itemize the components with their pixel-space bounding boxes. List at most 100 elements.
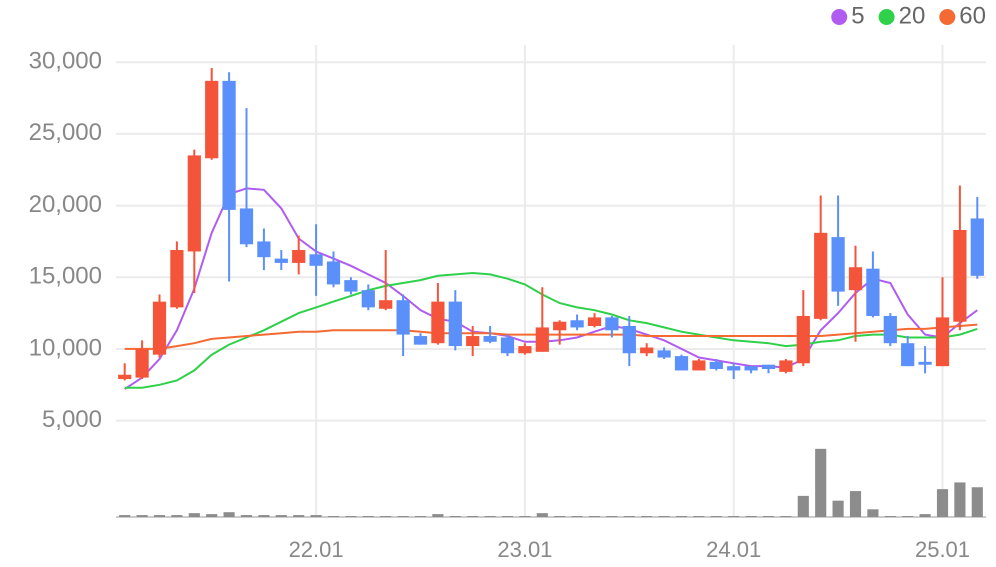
volume-bar: [327, 516, 340, 517]
candle-body: [239, 208, 254, 245]
candle-body: [587, 317, 602, 327]
volume-bar: [536, 513, 548, 517]
candle-body: [170, 250, 184, 308]
y-tick-label: 10,000: [29, 334, 102, 361]
volume-bar: [571, 516, 583, 517]
candle-body: [257, 241, 271, 258]
y-tick-label: 15,000: [29, 263, 102, 290]
candle-body: [814, 232, 828, 319]
candle-body: [848, 267, 863, 291]
candle-body: [187, 155, 201, 252]
candle-body: [831, 237, 845, 292]
volume-bar: [815, 448, 827, 517]
candle-body: [761, 364, 776, 370]
candle-body: [379, 300, 393, 309]
volume-bar: [797, 495, 809, 517]
candle-body: [309, 254, 323, 266]
volume-bar: [641, 516, 653, 517]
legend-marker: [878, 9, 895, 25]
candle-body: [953, 229, 967, 322]
candle-body: [970, 218, 984, 276]
volume-bar: [658, 516, 670, 517]
candle-body: [570, 320, 584, 328]
candle-body: [361, 290, 375, 308]
volume-bar: [954, 482, 966, 517]
volume-bar: [936, 489, 949, 517]
candle-body: [222, 80, 236, 210]
candle-body: [205, 80, 219, 159]
candle-body: [727, 366, 741, 371]
volume-bar: [971, 487, 983, 517]
volume-bar: [780, 516, 792, 517]
volume-bar: [293, 515, 305, 517]
volume-bar: [345, 516, 357, 517]
legend-label: 20: [899, 2, 926, 29]
volume-bar: [240, 515, 253, 517]
volume-bar: [919, 514, 931, 517]
candle-body: [709, 361, 723, 370]
candle-body: [152, 301, 167, 355]
volume-bar: [136, 515, 148, 517]
legend-marker: [939, 9, 956, 25]
volume-bar: [432, 514, 444, 517]
ma-line: [124, 271, 978, 389]
volume-bar: [188, 513, 200, 517]
volume-bar: [867, 509, 879, 517]
volume-bar: [606, 516, 618, 517]
y-tick-label: 25,000: [29, 119, 102, 146]
volume-bar: [467, 516, 479, 517]
candle-body: [500, 337, 515, 354]
volume-bar: [119, 515, 131, 517]
volume-bar: [554, 516, 566, 517]
candle-body: [413, 336, 428, 345]
volume-bar: [623, 516, 635, 517]
volume-bar: [449, 516, 461, 517]
candle-body: [657, 350, 671, 358]
volume-bar: [223, 512, 235, 517]
x-tick-label: 25.01: [915, 537, 970, 562]
volume-bar: [710, 516, 722, 517]
candle-body: [326, 261, 341, 285]
candle-body: [883, 315, 897, 344]
volume-bar: [884, 516, 896, 517]
candle-body: [779, 360, 793, 372]
candle-body: [692, 360, 706, 371]
candle-body: [466, 336, 480, 347]
candle-body: [135, 348, 149, 378]
candle-body: [292, 250, 306, 263]
ma-line: [124, 187, 978, 390]
volume-bar: [362, 516, 374, 517]
candle-body: [344, 280, 358, 292]
volume-bar: [484, 516, 496, 517]
volume-bar: [275, 515, 287, 517]
candle-body: [866, 268, 880, 316]
volume-bar: [258, 515, 270, 517]
candle-body: [518, 346, 532, 354]
volume-bar: [501, 516, 514, 517]
candle-body: [448, 301, 462, 347]
volume-bar: [380, 516, 392, 517]
x-tick-label: 23.01: [497, 537, 552, 562]
volume-bar: [693, 516, 705, 517]
volume-bar: [153, 515, 166, 517]
candle-body: [622, 326, 636, 354]
y-tick-label: 30,000: [29, 48, 102, 75]
candle-body: [431, 301, 445, 344]
x-tick-label: 24.01: [706, 537, 761, 562]
volume-bar: [849, 491, 862, 517]
legend-label: 60: [959, 2, 986, 29]
candle-body: [118, 374, 132, 380]
volume-bar: [902, 516, 914, 517]
candle-body: [918, 361, 932, 365]
candle-body: [605, 317, 619, 331]
y-tick-label: 5,000: [42, 406, 102, 433]
volume-bar: [675, 516, 688, 517]
candle-body: [796, 315, 810, 364]
candle-body: [553, 321, 567, 331]
volume-bar: [588, 516, 601, 517]
legend-label: 5: [851, 2, 864, 29]
ma-line: [124, 323, 978, 350]
volume-bar: [206, 514, 218, 517]
volume-bar: [397, 516, 409, 517]
